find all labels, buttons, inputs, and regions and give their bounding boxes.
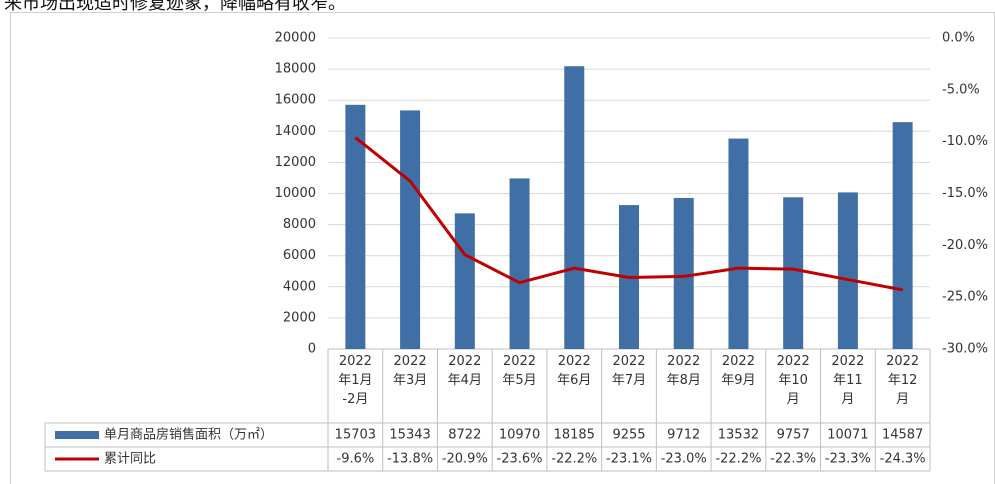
table-value: 13532 <box>718 428 759 443</box>
x-tick-label: 2022 年6月 <box>557 354 592 388</box>
x-tick-label: 2022 年7月 <box>611 354 647 388</box>
table-value: -24.3% <box>880 452 926 467</box>
y2-tick-label: 0.0% <box>942 31 975 46</box>
table-value: 15343 <box>389 428 430 443</box>
table-value: -23.0% <box>661 452 707 467</box>
table-value: 14587 <box>882 428 923 443</box>
y-tick-label: 14000 <box>275 124 316 139</box>
caption: 来市场出现适时修复迹象，降幅略有收窄。 <box>4 0 346 14</box>
y-tick-label: 8000 <box>283 217 316 232</box>
table-value: 9757 <box>777 428 810 443</box>
x-tick-label: 2022 年8月 <box>666 354 701 388</box>
table-value: -23.1% <box>606 452 652 467</box>
y2-tick-label: -30.0% <box>942 342 988 357</box>
bar <box>400 110 421 349</box>
y-tick-label: 20000 <box>275 31 316 46</box>
x-tick-label: 2022 年5月 <box>502 354 537 388</box>
table-value: -22.3% <box>770 452 816 467</box>
y2-tick-label: -25.0% <box>942 290 988 305</box>
y2-tick-label: -10.0% <box>942 134 988 149</box>
line <box>354 136 903 292</box>
table-value: 18185 <box>554 428 595 443</box>
table-value: 9712 <box>667 428 700 443</box>
bar <box>673 197 694 349</box>
y-tick-label: 4000 <box>283 279 316 294</box>
legend-label: 单月商品房销售面积（万㎡） <box>104 427 273 443</box>
x-tick-label: 2022 年3月 <box>392 354 428 388</box>
x-tick-label: 2022 年4月 <box>447 354 482 388</box>
y-tick-label: 0 <box>308 342 316 357</box>
bar <box>454 213 475 349</box>
y2-tick-label: -20.0% <box>942 238 988 253</box>
x-tick-label: 2022 年10 月 <box>776 354 810 407</box>
table-value: -22.2% <box>715 452 761 467</box>
x-tick-label: 2022 年12 月 <box>886 354 920 407</box>
bar <box>837 192 858 349</box>
bar <box>892 122 913 349</box>
table-value: -23.3% <box>825 452 871 467</box>
table-value: 8722 <box>448 428 481 443</box>
table-value: -20.9% <box>442 452 488 467</box>
y-tick-label: 10000 <box>275 186 316 201</box>
bar <box>728 138 749 349</box>
table-value: 10970 <box>499 428 540 443</box>
legend-label: 累计同比 <box>104 452 156 467</box>
y2-tick-label: -5.0% <box>942 82 980 97</box>
y-tick-label: 12000 <box>275 155 316 170</box>
y2-tick-label: -15.0% <box>942 186 988 201</box>
bar <box>564 66 585 349</box>
bar <box>509 178 530 349</box>
bar <box>783 197 804 349</box>
bar <box>345 104 366 349</box>
table-value: -23.6% <box>497 452 543 467</box>
y-tick-label: 2000 <box>283 310 316 325</box>
table-value: -9.6% <box>337 452 375 467</box>
y-tick-label: 6000 <box>283 248 316 263</box>
table-value: -13.8% <box>387 452 433 467</box>
y-tick-label: 16000 <box>275 93 316 108</box>
table-value: 9255 <box>612 428 645 443</box>
table-value: 10071 <box>827 428 868 443</box>
legend-swatch <box>55 431 99 439</box>
x-tick-label: 2022 年9月 <box>721 354 756 388</box>
x-tick-label: 2022 年1月 -2月 <box>338 354 373 407</box>
x-tick-label: 2022 年11 月 <box>831 354 865 407</box>
table-value: -22.2% <box>551 452 597 467</box>
table-value: 15703 <box>335 428 376 443</box>
y-tick-label: 18000 <box>275 62 316 77</box>
